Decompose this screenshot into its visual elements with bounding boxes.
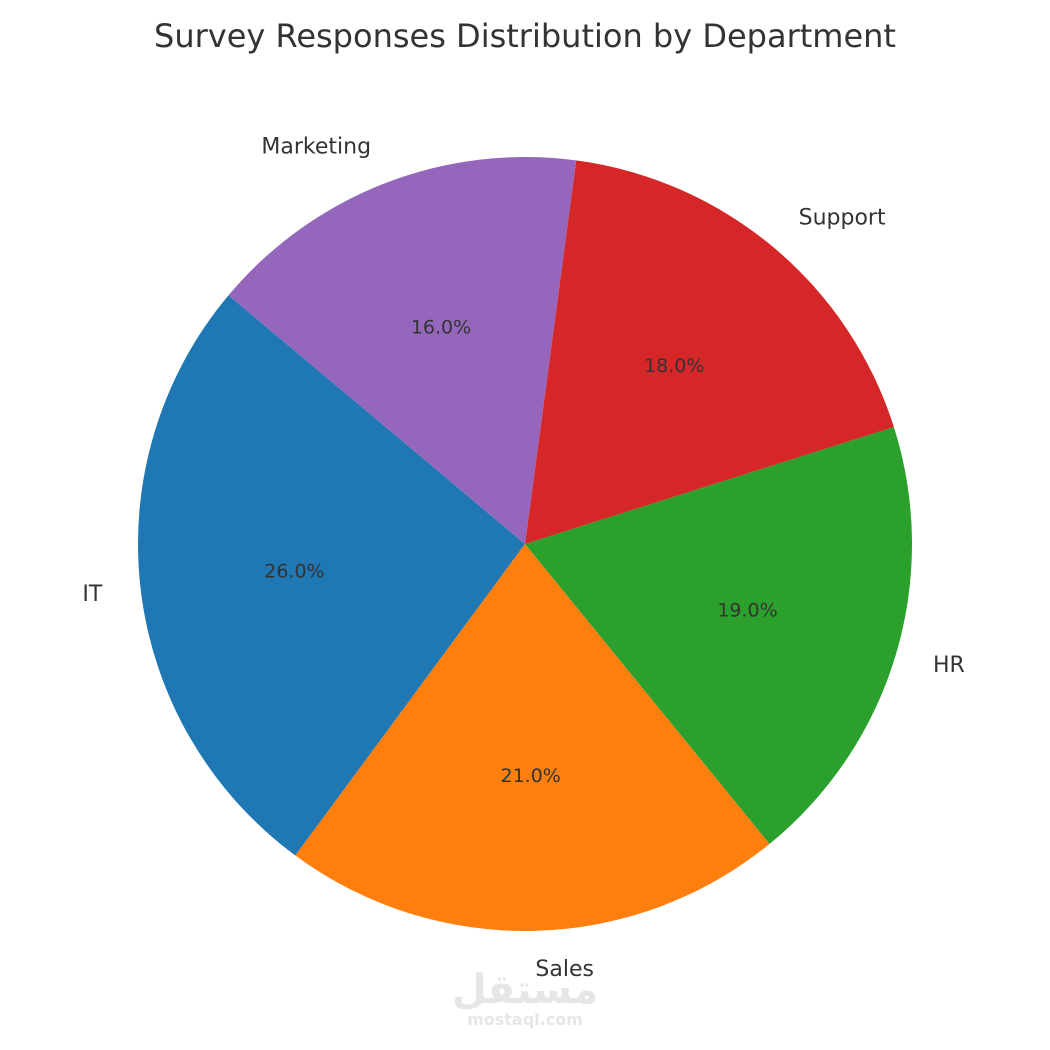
pie-percent-label-support: 18.0% [644,355,704,377]
watermark-logo-text: مستقل [452,967,598,1013]
pie-slice-hr [525,426,912,844]
pie-percent-label-hr: 19.0% [717,599,777,621]
pie-slice-marketing [228,156,577,544]
pie-percent-label-marketing: 16.0% [411,317,471,339]
pie-category-label-hr: HR [933,653,965,678]
watermark: مستقل mostaql.com [452,967,598,1029]
pie-category-label-marketing: Marketing [261,135,371,160]
pie-category-label-sales: Sales [535,957,594,982]
watermark-url: mostaql.com [467,1010,583,1029]
pie-percent-label-sales: 21.0% [500,765,560,787]
pie-slice-it [137,295,525,856]
pie-category-label-it: IT [82,582,102,607]
pie-slice-support [525,160,894,544]
pie-percent-label-it: 26.0% [264,560,324,582]
pie-category-label-support: Support [799,205,886,230]
pie-slices [137,156,912,931]
pie-labels: 26.0% IT 21.0% Sales 19.0% HR 18.0% Support 16.0… [82,135,964,982]
chart-title: Survey Responses Distribution by Departm… [154,17,896,55]
pie-slice-sales [295,544,770,931]
